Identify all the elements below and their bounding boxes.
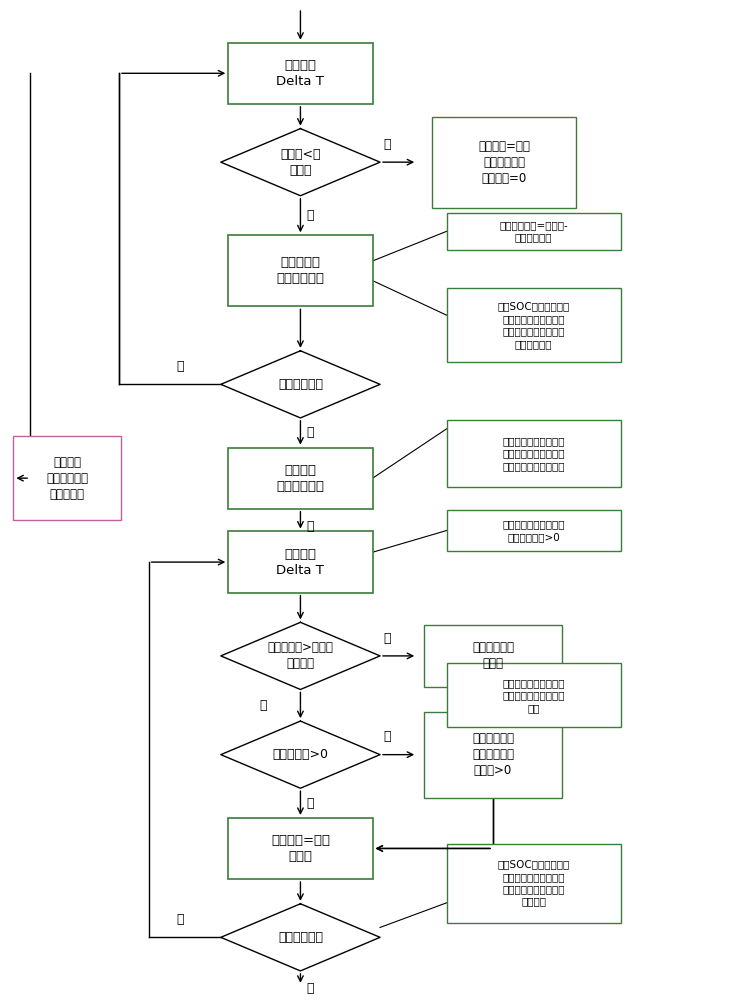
FancyBboxPatch shape bbox=[228, 448, 373, 509]
Text: 模式切换
（储能主控）: 模式切换 （储能主控） bbox=[276, 464, 324, 493]
Polygon shape bbox=[221, 622, 380, 689]
FancyBboxPatch shape bbox=[13, 436, 121, 520]
Text: 否: 否 bbox=[383, 138, 391, 151]
Text: 储能SOC超过某一设定
值，且系统净负荷预期
大于柴发最低出力，或
储能达到满充: 储能SOC超过某一设定 值，且系统净负荷预期 大于柴发最低出力，或 储能达到满充 bbox=[497, 301, 570, 349]
Text: 按设定储能放电功率进
行放电，并根据当前系
统净负荷情况合理调节: 按设定储能放电功率进 行放电，并根据当前系 统净负荷情况合理调节 bbox=[503, 436, 565, 471]
Text: 是: 是 bbox=[306, 209, 314, 222]
FancyBboxPatch shape bbox=[228, 235, 373, 306]
Text: 否: 否 bbox=[260, 699, 267, 712]
Text: 是: 是 bbox=[306, 797, 314, 810]
Text: 否: 否 bbox=[176, 913, 184, 926]
Text: 储能放电结束: 储能放电结束 bbox=[278, 931, 323, 944]
Polygon shape bbox=[221, 129, 380, 196]
Text: 分布式电源部
分弃能，使得
净负荷>0: 分布式电源部 分弃能，使得 净负荷>0 bbox=[472, 732, 514, 777]
Polygon shape bbox=[221, 351, 380, 418]
Text: 是: 是 bbox=[306, 982, 314, 995]
Polygon shape bbox=[221, 904, 380, 971]
FancyBboxPatch shape bbox=[228, 818, 373, 879]
Text: 分布式电源的投入应保
持系统净负荷>0: 分布式电源的投入应保 持系统净负荷>0 bbox=[503, 519, 565, 542]
Text: 净负荷<柴
发出力: 净负荷<柴 发出力 bbox=[280, 148, 321, 177]
FancyBboxPatch shape bbox=[446, 663, 621, 727]
Text: 储能放电
Delta T: 储能放电 Delta T bbox=[276, 548, 324, 577]
Text: 是: 是 bbox=[306, 426, 314, 439]
Text: 系统净负荷>分布式
电源弃能: 系统净负荷>分布式 电源弃能 bbox=[267, 641, 333, 670]
Text: 是: 是 bbox=[306, 520, 314, 533]
Text: 否: 否 bbox=[176, 360, 184, 373]
Text: 柴发最低出
力，储能充电: 柴发最低出 力，储能充电 bbox=[276, 256, 324, 285]
Text: 否: 否 bbox=[383, 730, 391, 743]
FancyBboxPatch shape bbox=[446, 213, 621, 250]
FancyBboxPatch shape bbox=[432, 117, 576, 208]
FancyBboxPatch shape bbox=[228, 531, 373, 593]
FancyBboxPatch shape bbox=[446, 510, 621, 551]
Text: 储能充电结束: 储能充电结束 bbox=[278, 378, 323, 391]
Text: 是: 是 bbox=[383, 632, 391, 645]
Text: 储能充电功率=净负荷-
柴发最低出力: 储能充电功率=净负荷- 柴发最低出力 bbox=[500, 220, 568, 242]
FancyBboxPatch shape bbox=[446, 288, 621, 362]
FancyBboxPatch shape bbox=[446, 420, 621, 487]
FancyBboxPatch shape bbox=[425, 625, 562, 687]
FancyBboxPatch shape bbox=[446, 844, 621, 923]
Text: 储能充电
Delta T: 储能充电 Delta T bbox=[276, 59, 324, 88]
Text: 分布式电源弃能量为维
持储能系统均处于放电
状态: 分布式电源弃能量为维 持储能系统均处于放电 状态 bbox=[503, 678, 565, 713]
Polygon shape bbox=[221, 721, 380, 788]
FancyBboxPatch shape bbox=[425, 712, 562, 798]
Text: 储能出力=系统
净负荷: 储能出力=系统 净负荷 bbox=[271, 834, 330, 863]
Text: 模式切换
（柴发开启、
柴发主控）: 模式切换 （柴发开启、 柴发主控） bbox=[46, 456, 88, 501]
Text: 储能SOC低于某一设定
值，且系统存在较大分
布式电源弃能，或储能
接近放空: 储能SOC低于某一设定 值，且系统存在较大分 布式电源弃能，或储能 接近放空 bbox=[497, 859, 570, 907]
Text: 系统净负荷>0: 系统净负荷>0 bbox=[273, 748, 328, 761]
Text: 投入部分分布
式电源: 投入部分分布 式电源 bbox=[472, 641, 514, 670]
FancyBboxPatch shape bbox=[228, 43, 373, 104]
Text: 柴发出力=系统
净负荷，储能
充电功率=0: 柴发出力=系统 净负荷，储能 充电功率=0 bbox=[478, 140, 530, 185]
